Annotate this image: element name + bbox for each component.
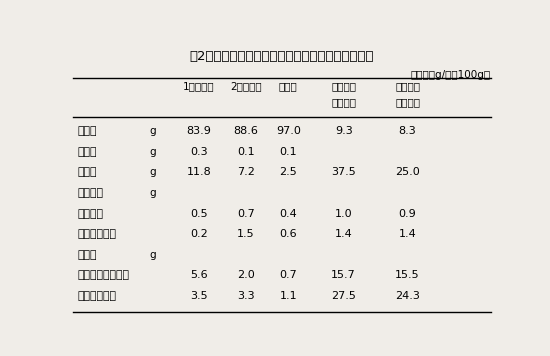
Text: 5.6: 5.6 [190,270,207,280]
Text: （単位：g/試料100g）: （単位：g/試料100g） [411,70,491,80]
Text: 25.0: 25.0 [395,167,420,177]
Text: 0.9: 0.9 [399,209,416,219]
Text: 1.4: 1.4 [399,229,416,239]
Text: 8.3: 8.3 [399,126,416,136]
Text: 11.8: 11.8 [186,167,211,177]
Text: 塩酸可溶性: 塩酸可溶性 [77,229,116,239]
Text: 24.3: 24.3 [395,291,420,301]
Text: 0.7: 0.7 [236,209,255,219]
Text: 水溶性: 水溶性 [77,209,103,219]
Text: 9.3: 9.3 [335,126,353,136]
Text: 0.1: 0.1 [279,147,297,157]
Text: 繊維質: 繊維質 [77,250,97,260]
Text: 1.1: 1.1 [279,291,297,301]
Text: 0.1: 0.1 [237,147,255,157]
Text: 乾燥粉末: 乾燥粉末 [395,98,420,108]
Text: 97.0: 97.0 [276,126,301,136]
Text: 1.0: 1.0 [335,209,353,219]
Text: 2次搾汁粕: 2次搾汁粕 [230,81,261,91]
Text: 0.3: 0.3 [190,147,207,157]
Text: g: g [150,126,156,136]
Text: 2.0: 2.0 [236,270,255,280]
Text: 15.7: 15.7 [331,270,356,280]
Text: 0.5: 0.5 [190,209,207,219]
Text: g: g [150,188,156,198]
Text: 1.4: 1.4 [335,229,353,239]
Text: パルプ: パルプ [279,81,298,91]
Text: 水　分: 水 分 [77,126,97,136]
Text: 88.6: 88.6 [233,126,258,136]
Text: 0.7: 0.7 [279,270,297,280]
Text: 表2　搾汁粕、パルプ及び乾燥粉末の主要成分含量: 表2 搾汁粕、パルプ及び乾燥粉末の主要成分含量 [190,49,374,63]
Text: 3.3: 3.3 [237,291,255,301]
Text: g: g [150,147,156,157]
Text: ヘミセルロース: ヘミセルロース [77,270,129,280]
Text: g: g [150,167,156,177]
Text: 乾燥粉末: 乾燥粉末 [331,98,356,108]
Text: 27.5: 27.5 [331,291,356,301]
Text: 2.5: 2.5 [279,167,297,177]
Text: 0.4: 0.4 [279,209,297,219]
Text: 全　糖: 全 糖 [77,167,97,177]
Text: 83.9: 83.9 [186,126,211,136]
Text: 1.5: 1.5 [237,229,255,239]
Text: 3.5: 3.5 [190,291,207,301]
Text: 37.5: 37.5 [331,167,356,177]
Text: 1次搾汁粕: 1次搾汁粕 [183,81,214,91]
Text: セルロース: セルロース [77,291,116,301]
Text: ペクチン: ペクチン [77,188,103,198]
Text: 加　　熱: 加 熱 [395,81,420,91]
Text: 7.2: 7.2 [236,167,255,177]
Text: 15.5: 15.5 [395,270,420,280]
Text: 0.6: 0.6 [279,229,297,239]
Text: 0.2: 0.2 [190,229,208,239]
Text: 真空凍結: 真空凍結 [331,81,356,91]
Text: g: g [150,250,156,260]
Text: 遊離酸: 遊離酸 [77,147,97,157]
